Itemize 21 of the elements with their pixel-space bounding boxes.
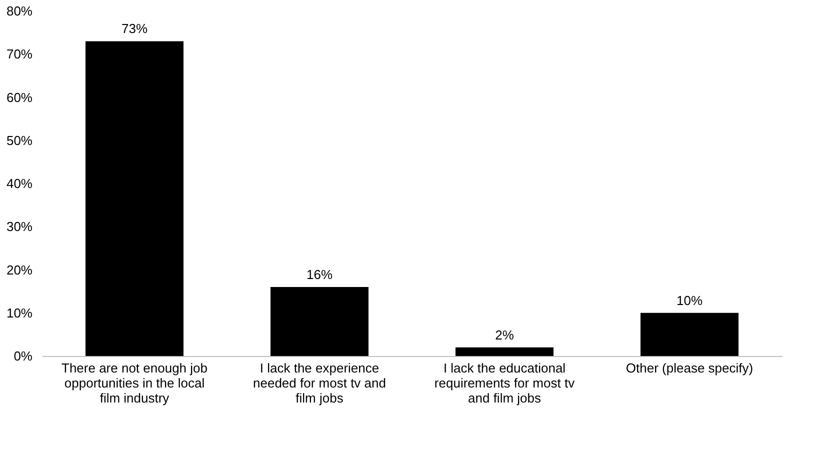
- data-label: 73%: [121, 21, 148, 36]
- data-label: 16%: [306, 267, 333, 282]
- x-tick-label: I lack the experience needed for most tv and film jobs: [253, 360, 386, 406]
- x-tick-label: There are not enough job opportunities in the local film industry: [62, 360, 208, 406]
- y-tick-label: 30%: [6, 219, 33, 234]
- y-tick-label: 80%: [6, 4, 33, 18]
- x-tick-label: I lack the educational requirements for most tv and film jobs: [434, 360, 576, 406]
- y-tick-label: 60%: [6, 90, 33, 105]
- y-tick-label: 10%: [6, 305, 33, 320]
- bar: [86, 41, 184, 356]
- bar: [456, 347, 554, 356]
- bar: [270, 287, 368, 356]
- data-label: 2%: [495, 327, 514, 342]
- data-label: 10%: [676, 292, 703, 308]
- y-tick-label: 40%: [6, 176, 33, 191]
- y-tick-label: 50%: [6, 132, 33, 148]
- x-tick-label: Other (please specify): [626, 360, 754, 376]
- y-tick-label: 0%: [14, 348, 33, 364]
- y-tick-label: 20%: [6, 262, 33, 278]
- y-tick-label: 70%: [6, 46, 33, 62]
- bar: [640, 312, 738, 356]
